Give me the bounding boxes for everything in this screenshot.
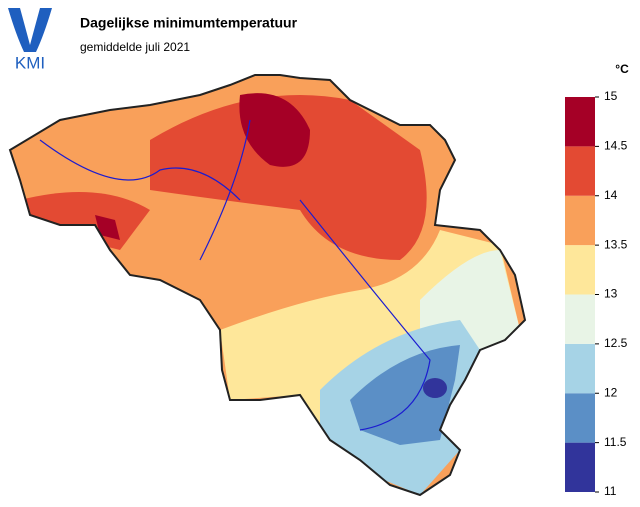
legend-tick-label: 11.5	[604, 435, 627, 449]
legend-bin	[565, 343, 595, 394]
legend-tick-label: 13.5	[604, 237, 628, 251]
legend-tick-label: 13	[604, 287, 618, 301]
legend-bin	[565, 245, 595, 295]
subtitle: gemiddelde juli 2021	[80, 40, 190, 54]
logo-mark	[8, 8, 52, 52]
legend-tick-label: 14.5	[604, 139, 628, 153]
legend-bin	[565, 97, 595, 147]
legend-tick-label: 11	[604, 484, 617, 498]
legend-tick-label: 14	[604, 188, 618, 202]
region	[423, 378, 447, 398]
title: Dagelijkse minimumtemperatuur	[80, 15, 298, 31]
legend-bin	[565, 442, 595, 492]
legend-tick-label: 15	[604, 89, 618, 103]
region	[239, 93, 310, 167]
legend-tick-label: 12	[604, 385, 618, 399]
logo-text: KMI	[15, 53, 45, 72]
legend-bin	[565, 195, 595, 246]
legend-unit: °C	[615, 62, 629, 76]
legend: °C 11 11.5 12 12.5 13 13.5 14 14.5 15	[565, 62, 629, 498]
legend-bin	[565, 294, 595, 344]
legend-bin	[565, 393, 595, 443]
region	[350, 345, 460, 445]
river	[39, 119, 431, 431]
legend-bin	[565, 146, 595, 196]
map	[10, 75, 525, 495]
legend-tick-label: 12.5	[604, 336, 628, 350]
region	[150, 95, 427, 260]
logo: KMI	[8, 8, 52, 72]
